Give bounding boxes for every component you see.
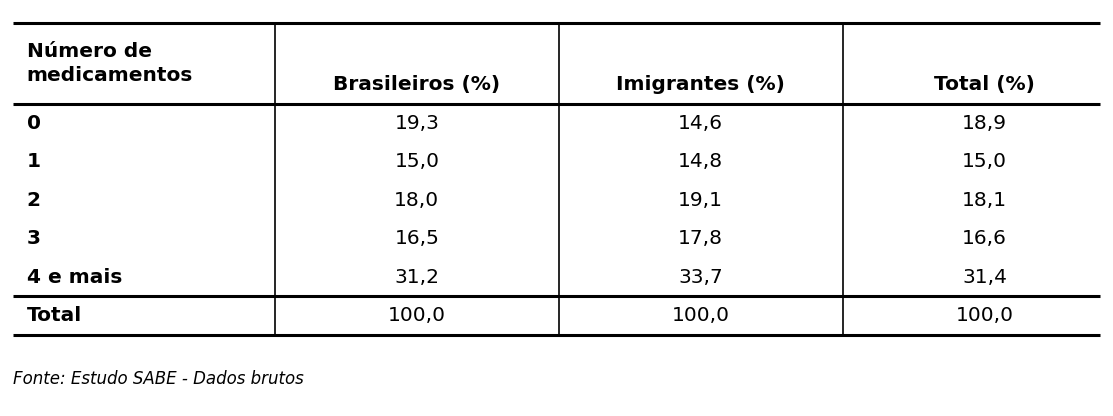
Text: Número de
medicamentos: Número de medicamentos	[27, 42, 193, 85]
Text: 100,0: 100,0	[955, 306, 1014, 325]
Text: Total (%): Total (%)	[934, 75, 1035, 94]
Text: 16,6: 16,6	[962, 229, 1007, 248]
Text: 0: 0	[27, 114, 41, 133]
Text: Brasileiros (%): Brasileiros (%)	[333, 75, 501, 94]
Text: 15,0: 15,0	[394, 152, 440, 171]
Text: 18,0: 18,0	[394, 191, 440, 210]
Text: 14,6: 14,6	[678, 114, 723, 133]
Text: 100,0: 100,0	[387, 306, 446, 325]
Text: 31,2: 31,2	[394, 267, 440, 287]
Text: 19,1: 19,1	[678, 191, 723, 210]
Text: 1: 1	[27, 152, 41, 171]
Text: 33,7: 33,7	[678, 267, 723, 287]
Text: 3: 3	[27, 229, 41, 248]
Text: 14,8: 14,8	[678, 152, 723, 171]
Text: 17,8: 17,8	[678, 229, 723, 248]
Text: Fonte: Estudo SABE - Dados brutos: Fonte: Estudo SABE - Dados brutos	[13, 369, 304, 388]
Text: 100,0: 100,0	[671, 306, 730, 325]
Text: 4 e mais: 4 e mais	[27, 267, 122, 287]
Text: Imigrantes (%): Imigrantes (%)	[617, 75, 785, 94]
Text: Total: Total	[27, 306, 82, 325]
Text: 2: 2	[27, 191, 41, 210]
Text: 31,4: 31,4	[962, 267, 1007, 287]
Text: 18,1: 18,1	[962, 191, 1007, 210]
Text: 19,3: 19,3	[394, 114, 440, 133]
Text: 15,0: 15,0	[962, 152, 1007, 171]
Text: 18,9: 18,9	[962, 114, 1007, 133]
Text: 16,5: 16,5	[394, 229, 440, 248]
